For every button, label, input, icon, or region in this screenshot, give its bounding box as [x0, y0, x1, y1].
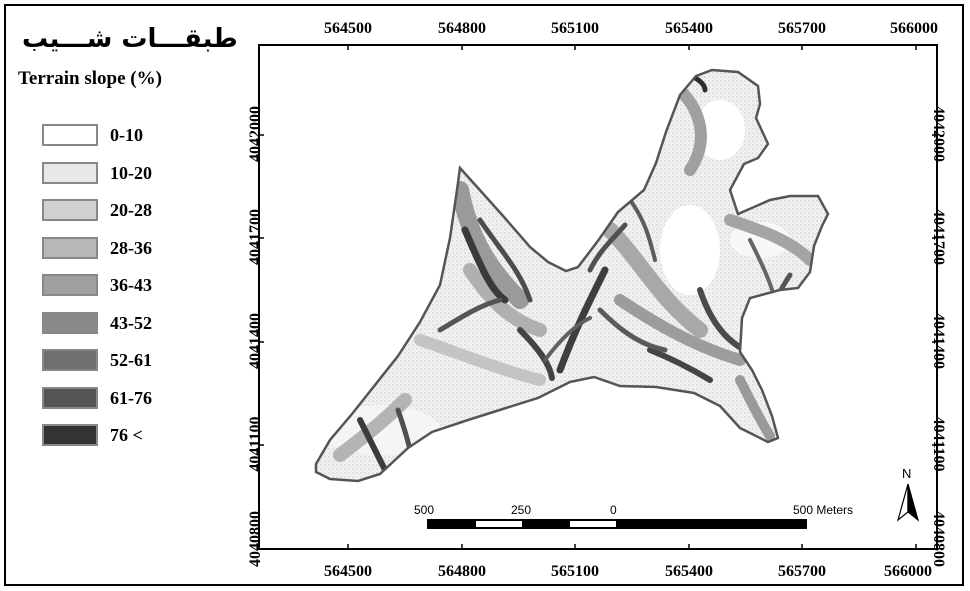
- legend-label: 36-43: [110, 275, 152, 295]
- scale-label: 500: [414, 503, 435, 517]
- legend-swatch: [42, 161, 98, 184]
- legend-swatch: [42, 386, 98, 409]
- x-tick-top: 565700: [778, 20, 826, 37]
- legend-label: 61-76: [110, 387, 152, 408]
- legend-swatch: [42, 236, 98, 259]
- x-tick-bottom: 566000: [884, 563, 932, 580]
- x-tick-top: 566000: [890, 20, 938, 37]
- scale-label: 250: [511, 503, 532, 517]
- legend-label: 0-10: [110, 125, 143, 145]
- legend-label: 43-52: [110, 312, 152, 333]
- legend-swatch: [42, 311, 98, 334]
- x-tick-top: 564800: [438, 20, 486, 37]
- legend-swatch: [42, 199, 98, 221]
- legend-label: 20-28: [110, 200, 152, 220]
- frame-ticks: [258, 44, 938, 550]
- legend-swatch: [42, 424, 98, 446]
- north-arrow-icon: [896, 483, 920, 522]
- x-tick-bottom: 565400: [665, 563, 713, 580]
- x-tick-bottom: 565700: [778, 563, 826, 580]
- x-tick-top: 564500: [324, 20, 372, 37]
- x-tick-bottom: 564500: [324, 563, 372, 580]
- scale-label: 500 Meters: [793, 503, 854, 517]
- legend-swatch: [42, 349, 98, 371]
- scale-label: 0: [610, 503, 617, 517]
- x-tick-top: 565400: [665, 20, 713, 37]
- map-frame: [4, 4, 964, 586]
- legend-swatch: [42, 124, 98, 146]
- north-label: N: [902, 466, 912, 481]
- legend-label: 76 <: [110, 425, 143, 445]
- legend-title: Terrain slope (%): [18, 68, 162, 89]
- scale-bar: [427, 519, 807, 529]
- legend-swatch: [42, 274, 98, 296]
- x-tick-bottom: 565100: [551, 563, 599, 580]
- map-extent-frame: [258, 44, 938, 550]
- x-tick-top: 565100: [551, 20, 599, 37]
- legend-label: 52-61: [110, 350, 152, 370]
- x-tick-bottom: 564800: [438, 563, 486, 580]
- legend-label: 28-36: [110, 237, 152, 258]
- map-title-persian: طبقـــات شـــيب: [22, 24, 238, 54]
- legend-label: 10-20: [110, 162, 152, 183]
